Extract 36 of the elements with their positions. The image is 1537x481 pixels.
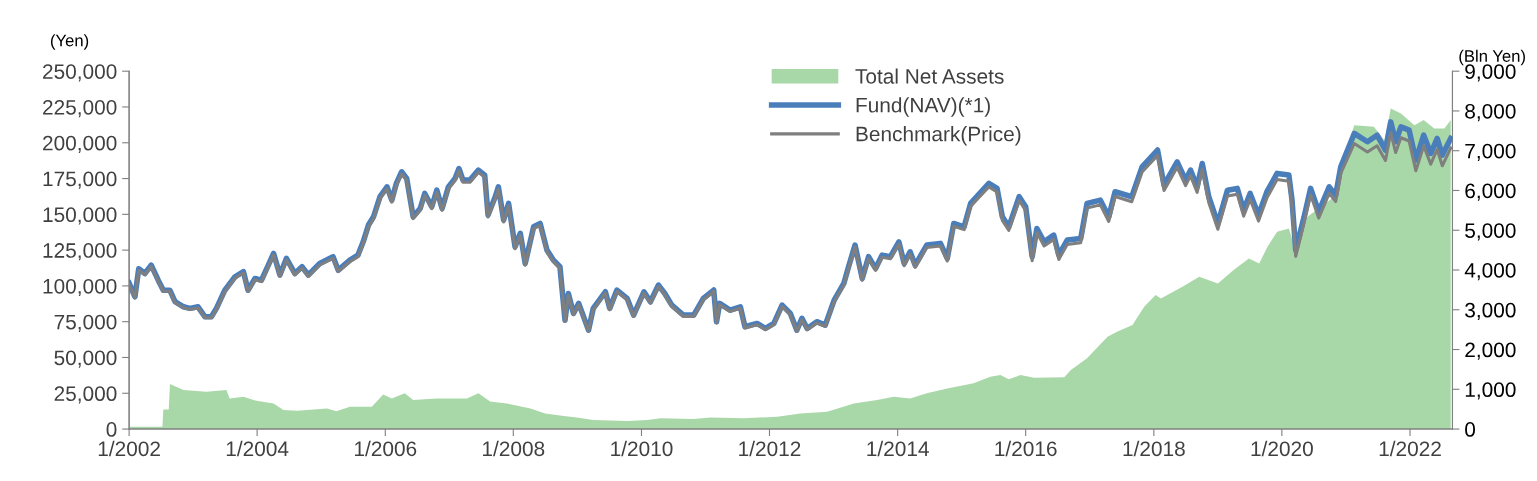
x-tick-label: 1/2004 (226, 440, 289, 457)
y2-tick-label: 1,000 (1465, 382, 1516, 400)
x-tick-label: 1/2022 (1379, 440, 1441, 457)
y-tick-label: 0 (106, 422, 117, 437)
y-tick-label: 25,000 (54, 386, 117, 404)
legend-label: Total Net Assets (855, 68, 1004, 84)
x-tick-label: 1/2008 (483, 440, 545, 457)
x-tick-label: 1/2014 (867, 440, 929, 457)
y-tick-label: 200,000 (43, 135, 117, 153)
y-tick-label: 50,000 (54, 350, 117, 368)
y2-tick-label: 6,000 (1465, 183, 1516, 201)
x-tick-label: 1/2018 (1123, 440, 1185, 457)
y-axis-title: (Yen) (50, 34, 89, 50)
y2-tick-label: 7,000 (1465, 143, 1516, 161)
x-tick-label: 1/2002 (98, 440, 160, 457)
x-tick-label: 1/2012 (739, 440, 801, 457)
y-tick-label: 125,000 (43, 243, 117, 261)
y-tick-label: 250,000 (43, 64, 117, 82)
y-tick-label: 100,000 (43, 278, 117, 297)
y2-tick-label: 3,000 (1465, 302, 1516, 320)
y2-tick-label: 5,000 (1465, 223, 1516, 241)
y-tick-label: 75,000 (54, 314, 117, 332)
legend-label: Fund(NAV)(*1) (856, 97, 990, 117)
y2-tick-label: 4,000 (1464, 263, 1516, 281)
x-tick-label: 1/2006 (355, 440, 417, 457)
y2-tick-label: 9,000 (1465, 64, 1516, 82)
x-tick-label: 1/2010 (611, 440, 673, 457)
x-tick-label: 1/2020 (1251, 440, 1313, 457)
y-tick-label: 225,000 (43, 99, 117, 118)
y2-tick-label: 2,000 (1465, 342, 1516, 360)
y2-tick-label: 8,000 (1465, 103, 1516, 122)
y-tick-label: 150,000 (43, 207, 117, 225)
y2-tick-label: 0 (1465, 422, 1476, 437)
x-tick-label: 1/2016 (995, 440, 1057, 457)
legend-label: Benchmark(Price) (856, 126, 1021, 146)
y-tick-label: 175,000 (43, 171, 117, 189)
